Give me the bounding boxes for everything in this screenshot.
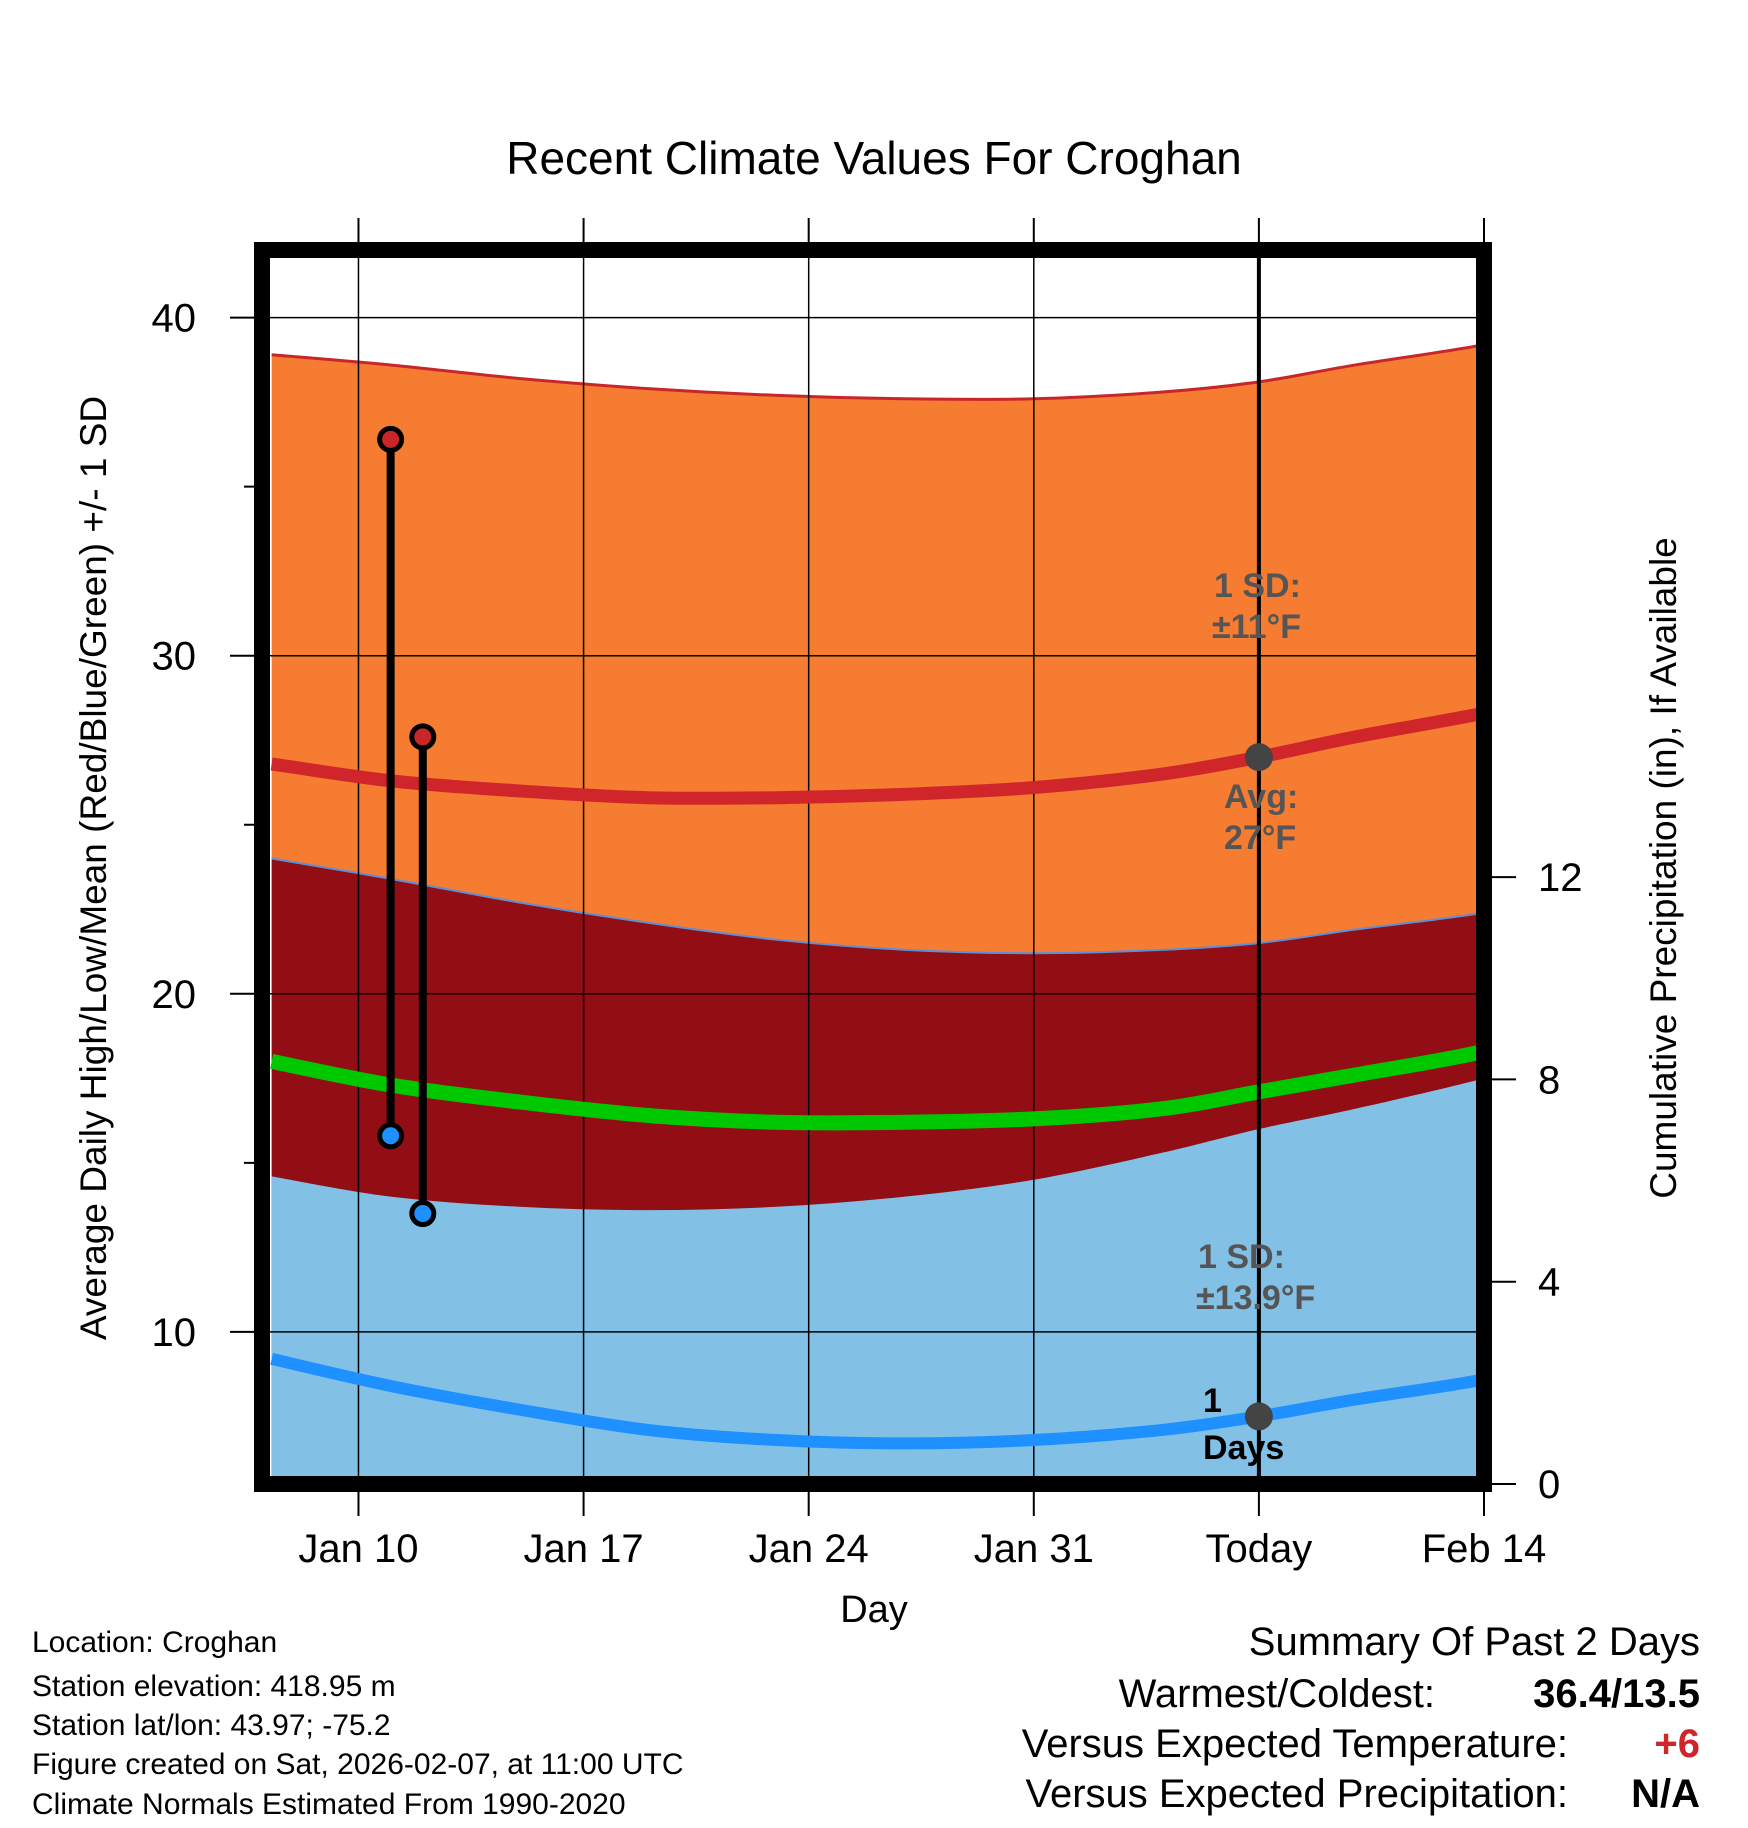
axes: 10 20 30 40 0 4 8 12 Jan 10 Jan 17 Jan 24 Jan 31 Tod…	[152, 218, 1583, 1571]
normal-lines	[270, 706, 1484, 1450]
mean-avg-line	[270, 1043, 1484, 1131]
low-sd-band	[271, 1078, 1484, 1484]
high-sd-title: 1 SD:	[1214, 567, 1301, 605]
avg-title: Avg:	[1224, 778, 1298, 816]
low-sd-value: ±13.9°F	[1196, 1279, 1315, 1317]
info-latlon: Station lat/lon: 43.97; -75.2	[32, 1709, 391, 1742]
high-avg-line	[270, 706, 1484, 805]
x-axis-title: Day	[840, 1589, 908, 1631]
x-tick-label: Feb 14	[1422, 1527, 1547, 1571]
y2-tick-label: 4	[1538, 1261, 1560, 1305]
x-tick-label: Today	[1206, 1527, 1313, 1571]
low-avg-line	[270, 1353, 1484, 1450]
x-tick-label: Jan 24	[749, 1527, 869, 1571]
info-location: Location: Croghan	[32, 1626, 278, 1659]
summary-precip-value: N/A	[1631, 1772, 1700, 1816]
obs-low-point	[377, 1122, 405, 1150]
y2-tick-label: 8	[1538, 1058, 1560, 1102]
info-created: Figure created on Sat, 2026-02-07, at 11…	[32, 1748, 684, 1781]
info-normals: Climate Normals Estimated From 1990-2020	[32, 1788, 626, 1821]
summary-title: Summary Of Past 2 Days	[1248, 1620, 1700, 1664]
info-elevation: Station elevation: 418.95 m	[32, 1670, 396, 1703]
summary-precip-label: Versus Expected Precipitation:	[1025, 1772, 1568, 1816]
y2-tick-label: 12	[1538, 856, 1583, 900]
plot-frame	[254, 242, 1492, 1492]
normal-bands	[271, 343, 1484, 1484]
days-count: 1	[1203, 1382, 1222, 1420]
summary-temp-label: Versus Expected Temperature:	[1021, 1722, 1568, 1766]
days-label: Days	[1203, 1429, 1284, 1467]
today-low-marker	[1244, 1402, 1273, 1431]
today-high-marker	[1244, 743, 1273, 772]
avg-value: 27°F	[1224, 819, 1296, 857]
x-tick-label: Jan 31	[974, 1527, 1094, 1571]
high-minus-sd-edge	[271, 857, 1484, 955]
y-tick-label: 20	[152, 973, 197, 1017]
obs-low-point	[409, 1200, 437, 1228]
chart-title: Recent Climate Values For Croghan	[506, 132, 1241, 184]
y-tick-label: 10	[152, 1311, 197, 1355]
y-tick-label: 30	[152, 635, 197, 679]
obs-high-point	[377, 425, 405, 453]
y-axis-title: Average Daily High/Low/Mean (Red/Blue/Gr…	[73, 396, 114, 1340]
low-sd-title: 1 SD:	[1198, 1238, 1285, 1276]
high-sd-edge	[271, 343, 1484, 401]
y-tick-label: 40	[152, 297, 197, 341]
y2-axis-title: Cumulative Precipitation (in), If Availa…	[1643, 537, 1684, 1199]
high-sd-value: ±11°F	[1212, 608, 1301, 646]
summary-warmest-label: Warmest/Coldest:	[1118, 1672, 1435, 1716]
obs-high-point	[409, 723, 437, 751]
y2-tick-label: 0	[1538, 1463, 1560, 1507]
summary-temp-value: +6	[1654, 1722, 1700, 1766]
summary-warmest-value: 36.4/13.5	[1533, 1672, 1700, 1716]
x-tick-label: Jan 17	[524, 1527, 644, 1571]
x-tick-label: Jan 10	[298, 1527, 418, 1571]
